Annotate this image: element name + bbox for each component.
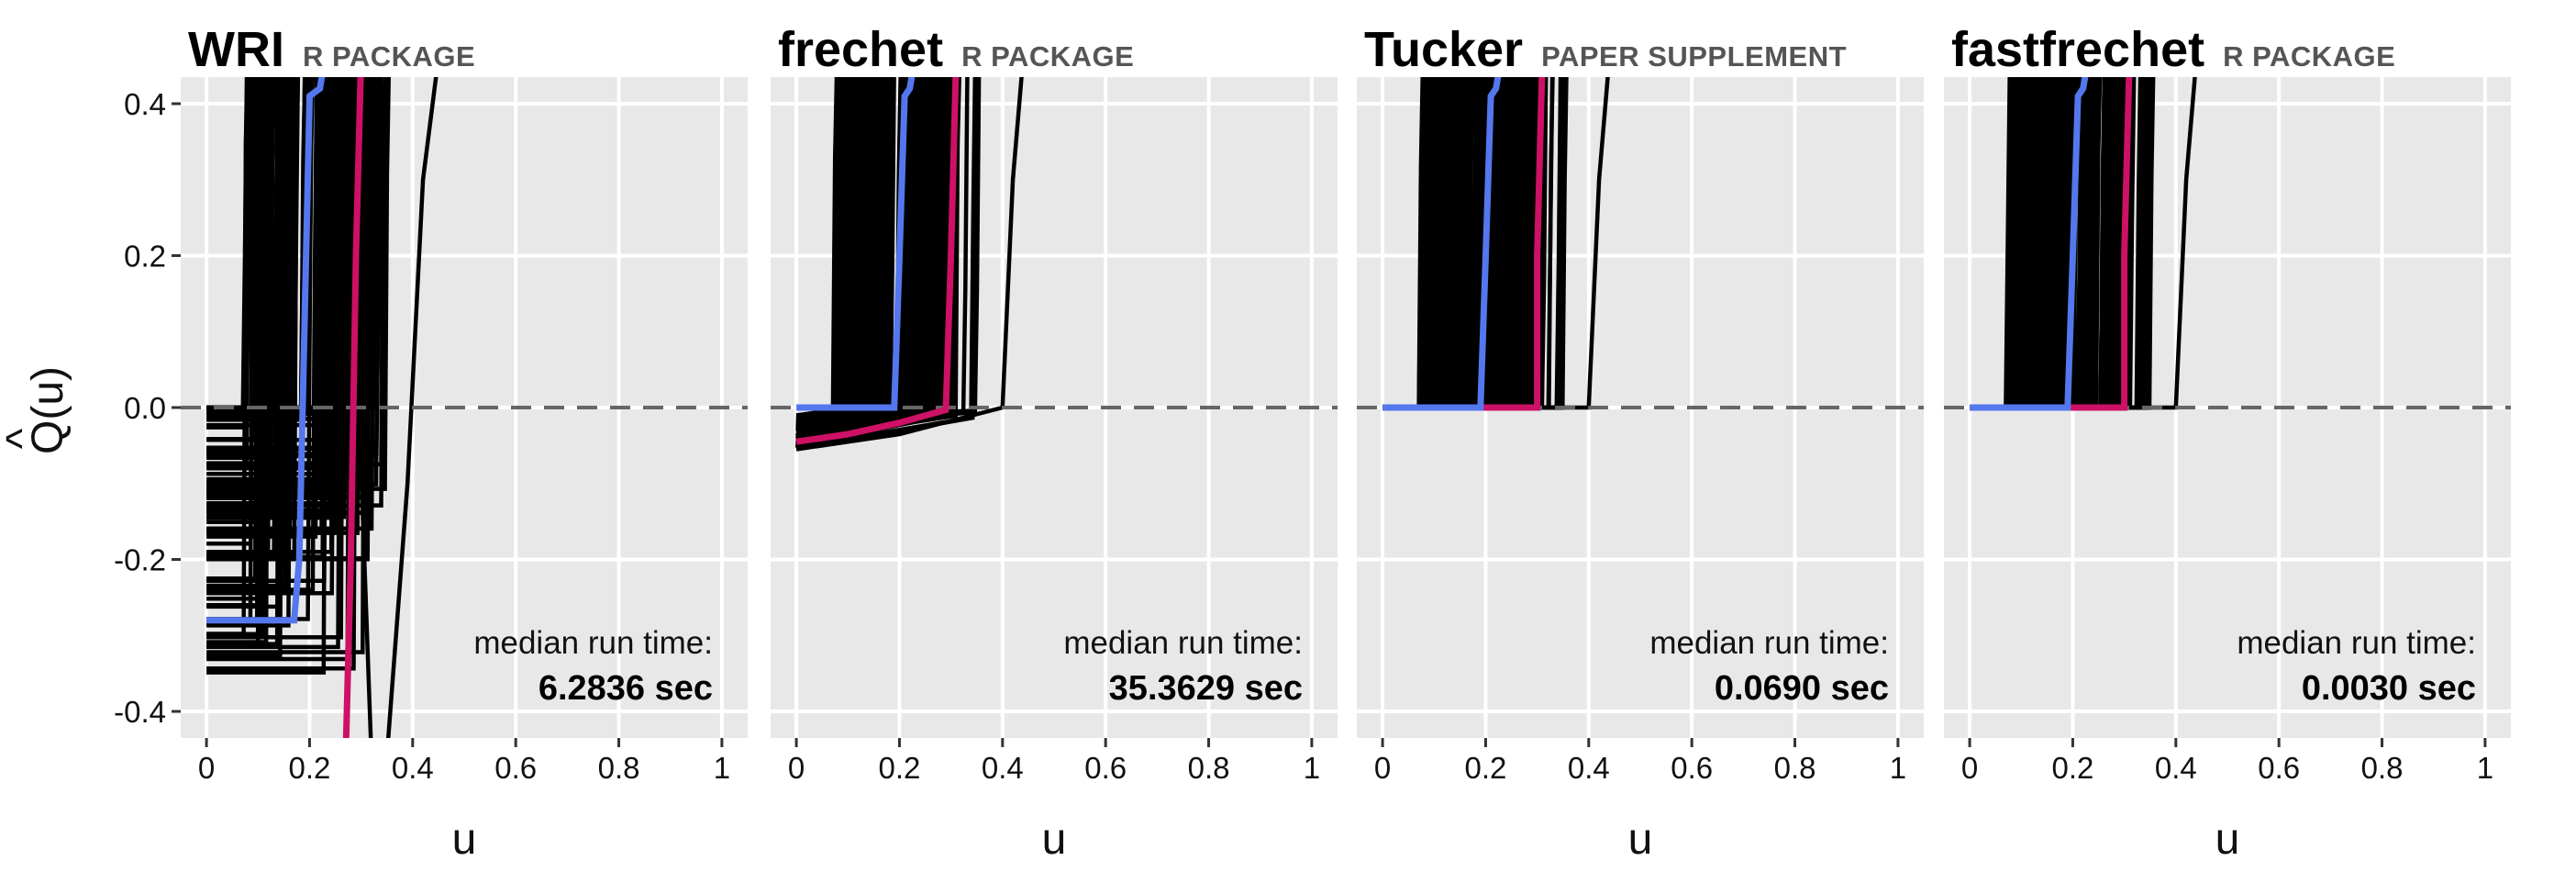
- plot-area: [771, 77, 1338, 452]
- highlight-blue-curve: [796, 77, 916, 411]
- x-axis-title: u: [452, 815, 477, 864]
- panel-subtitle: R PACKAGE: [961, 40, 1134, 73]
- panel-WRI: 0 0.2 0.4 0.6 0.8 1 u 0.4 0.2 0.0 -0.2 -0.4 WRI R PAC…: [114, 22, 748, 864]
- sample-curve: [206, 77, 272, 601]
- panel-subtitle: R PACKAGE: [303, 40, 475, 73]
- sample-curve: [309, 465, 373, 738]
- runtime-label: median run time:: [1063, 625, 1303, 661]
- runtime-value: 0.0690 sec: [1715, 669, 1889, 708]
- panel-title: WRI: [188, 22, 284, 77]
- x-axis-title: u: [1628, 815, 1653, 864]
- sample-curve: [795, 77, 979, 452]
- sample-curve: [386, 77, 439, 738]
- plot-area: [1357, 77, 1924, 411]
- x-tick-label: 0: [788, 751, 805, 785]
- sample-curve: [206, 77, 336, 520]
- x-tick-label: 0: [198, 751, 215, 785]
- sample-curve: [795, 77, 849, 430]
- x-tick-label: 1: [1890, 751, 1906, 785]
- x-tick-label: 0.2: [289, 751, 331, 785]
- x-tick-label: 0.2: [879, 751, 921, 785]
- y-tick-label: 0.2: [124, 239, 166, 273]
- plot-area: [1944, 77, 2511, 411]
- x-tick-label: 0.2: [1465, 751, 1507, 785]
- x-tick-label: 0.8: [1188, 751, 1230, 785]
- runtime-label: median run time:: [2237, 625, 2476, 661]
- runtime-label: median run time:: [1649, 625, 1889, 661]
- sample-curve: [206, 77, 263, 454]
- y-tick-label: 0.4: [124, 87, 166, 121]
- sample-curve: [206, 77, 387, 508]
- sample-curve: [206, 77, 274, 556]
- highlight-blue-curve: [1382, 77, 1502, 411]
- y-axis-title-hat: ^: [0, 428, 47, 449]
- x-axis-title: u: [2215, 815, 2240, 864]
- panel-fastfrechet: 0 0.2 0.4 0.6 0.8 1 u fastfrechet R PACKAGE media…: [1944, 22, 2511, 864]
- runtime-value: 6.2836 sec: [539, 669, 713, 708]
- x-tick-label: 1: [2477, 751, 2493, 785]
- sample-curve: [206, 77, 339, 596]
- x-tick-label: 0.6: [1084, 751, 1127, 785]
- x-tick-label: 0: [1961, 751, 1978, 785]
- runtime-value: 35.3629 sec: [1109, 669, 1303, 708]
- highlight-pink-curve: [795, 77, 960, 445]
- x-tick-label: 0.8: [1774, 751, 1816, 785]
- panel-subtitle: R PACKAGE: [2223, 40, 2395, 73]
- runtime-label: median run time:: [473, 625, 713, 661]
- panel-frechet: 0 0.2 0.4 0.6 0.8 1 u frechet R PACKAGE median ru…: [771, 22, 1338, 864]
- panel-title: frechet: [778, 22, 943, 77]
- x-tick-label: 0.6: [494, 751, 537, 785]
- x-tick-label: 1: [714, 751, 730, 785]
- plot-area: [181, 77, 748, 738]
- panel-title: Tucker: [1364, 22, 1523, 77]
- x-tick-label: 0.4: [392, 751, 434, 785]
- panel-subtitle: PAPER SUPPLEMENT: [1541, 40, 1847, 73]
- highlight-blue-curve: [206, 77, 326, 624]
- y-axis-title: Q(u): [24, 366, 72, 454]
- sample-curve: [206, 77, 353, 417]
- x-tick-label: 0.8: [2361, 751, 2404, 785]
- panel-title: fastfrechet: [1951, 22, 2204, 77]
- x-tick-label: 0.6: [1671, 751, 1713, 785]
- x-tick-label: 0.4: [982, 751, 1024, 785]
- x-tick-label: 0: [1374, 751, 1391, 785]
- sample-curve: [206, 77, 286, 658]
- x-tick-label: 0.4: [2155, 751, 2197, 785]
- y-tick-label: -0.4: [114, 695, 166, 729]
- x-tick-label: 0.2: [2052, 751, 2094, 785]
- x-tick-label: 0.8: [598, 751, 640, 785]
- sample-curve: [206, 77, 369, 654]
- sample-curve: [795, 77, 940, 421]
- x-tick-label: 0.4: [1568, 751, 1610, 785]
- highlight-blue-curve: [1970, 77, 2089, 411]
- sample-curve: [206, 77, 267, 640]
- panel-Tucker: 0 0.2 0.4 0.6 0.8 1 u Tucker PAPER SUPPLEMENT med…: [1357, 22, 1924, 864]
- sample-curve: [206, 77, 341, 534]
- sample-curve: [206, 77, 345, 650]
- sample-curve: [795, 77, 935, 435]
- x-tick-label: 0.6: [2258, 751, 2300, 785]
- highlight-pink-curve: [342, 77, 364, 738]
- sample-curve: [795, 77, 883, 441]
- y-tick-label: -0.2: [114, 543, 166, 577]
- x-axis-title: u: [1042, 815, 1067, 864]
- y-tick-label: 0.0: [124, 391, 166, 425]
- sample-curve: [795, 77, 855, 447]
- x-tick-label: 1: [1304, 751, 1320, 785]
- runtime-value: 0.0030 sec: [2302, 669, 2476, 708]
